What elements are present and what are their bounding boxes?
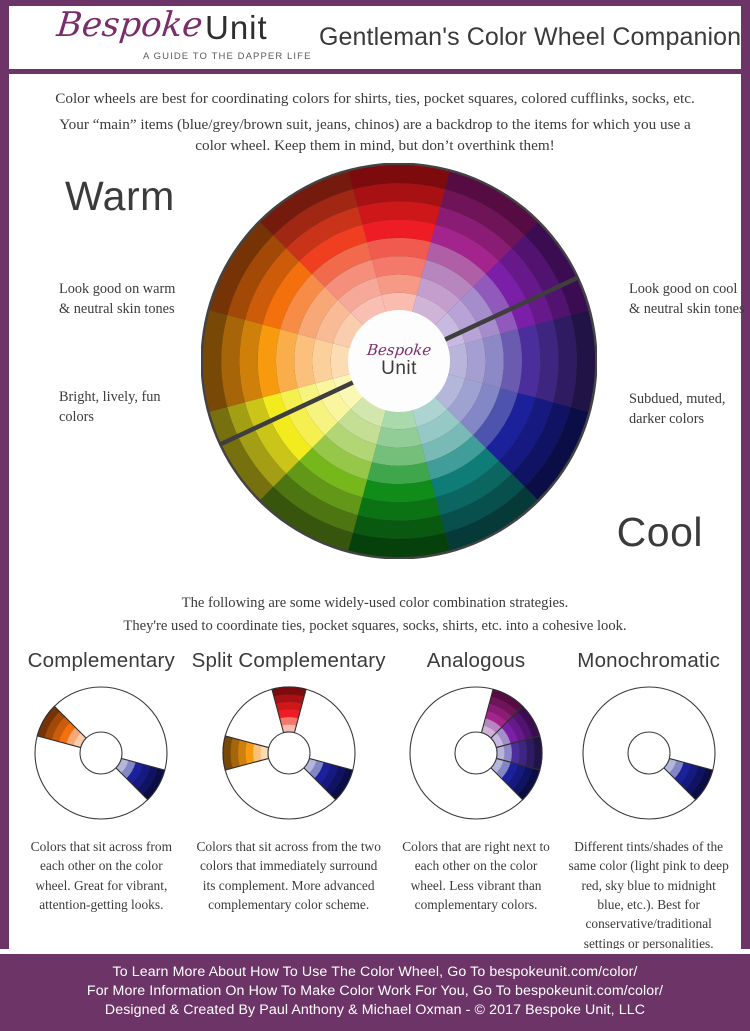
strategies-intro-line-2: They're used to coordinate ties, pocket …	[123, 617, 627, 634]
analogous-wheel-icon[interactable]	[402, 679, 550, 827]
footer-line-2: For More Information On How To Make Colo…	[86, 982, 664, 999]
footer-bar: To Learn More About How To Use The Color…	[0, 948, 750, 1031]
split-complementary-wheel-icon[interactable]	[215, 679, 363, 827]
strategy-description: Colors that sit across from each other o…	[30, 839, 172, 912]
color-wheel[interactable]: Bespoke Unit	[201, 162, 597, 559]
warm-note-2: Bright, lively, fun colors	[59, 388, 161, 426]
complementary-wheel-icon[interactable]	[27, 679, 175, 827]
warm-note-1: Look good on warm & neutral skin tones	[59, 280, 176, 318]
intro-line-2: Your “main” items (blue/grey/brown suit,…	[59, 115, 691, 155]
brand-logo[interactable]: Bespoke Unit A GUIDE TO THE DAPPER LIFE	[54, 4, 311, 69]
strategy-monochromatic: Monochromatic Different tints/shades of …	[562, 649, 735, 953]
cool-label: Cool	[616, 508, 703, 555]
page-title: Gentleman's Color Wheel Companion	[319, 23, 742, 51]
strategies-row: Complementary Colors that sit across fro…	[9, 649, 741, 953]
strategy-split-complementary: Split Complementary Colors that sit acro…	[188, 649, 390, 953]
strategies-intro-line-1: The following are some widely-used color…	[181, 594, 569, 611]
logo-unit-text: Unit	[205, 8, 268, 46]
logo-tagline: A GUIDE TO THE DAPPER LIFE	[143, 50, 312, 62]
wheel-center-unit: Unit	[381, 358, 417, 380]
monochromatic-wheel-icon[interactable]	[575, 679, 723, 827]
intro-section: Color wheels are best for coordinating c…	[9, 74, 741, 157]
strategy-title: Analogous	[426, 649, 526, 673]
footer-line-1: To Learn More About How To Use The Color…	[112, 963, 638, 980]
strategy-analogous: Analogous Colors that are right next to …	[390, 649, 563, 953]
strategies-intro: The following are some widely-used color…	[9, 593, 741, 637]
logo-bespoke-text: Bespoke	[54, 4, 205, 45]
strategy-title: Monochromatic	[577, 649, 721, 673]
cool-note-2: Subdued, muted, darker colors	[629, 390, 726, 428]
strategy-description: Colors that are right next to each other…	[402, 839, 550, 912]
wheel-center-bespoke: Bespoke	[365, 341, 433, 360]
cool-note-1: Look good on cool & neutral skin tones	[629, 280, 745, 318]
color-wheel-svg	[201, 162, 597, 559]
strategy-description: Colors that sit across from the two colo…	[196, 839, 381, 912]
strategy-description: Different tints/shades of the same color…	[568, 839, 729, 951]
wheel-center-logo: Bespoke Unit	[349, 310, 449, 411]
strategy-title: Split Complementary	[191, 649, 386, 673]
strategy-complementary: Complementary Colors that sit across fro…	[15, 649, 188, 953]
color-wheel-section: Warm Cool Look good on warm & neutral sk…	[9, 161, 745, 591]
intro-line-1: Color wheels are best for coordinating c…	[55, 90, 695, 107]
strategy-title: Complementary	[27, 649, 175, 673]
warm-label: Warm	[65, 172, 175, 219]
header-bar: Bespoke Unit A GUIDE TO THE DAPPER LIFE …	[9, 4, 742, 74]
footer-line-3: Designed & Created By Paul Anthony & Mic…	[104, 1001, 646, 1018]
